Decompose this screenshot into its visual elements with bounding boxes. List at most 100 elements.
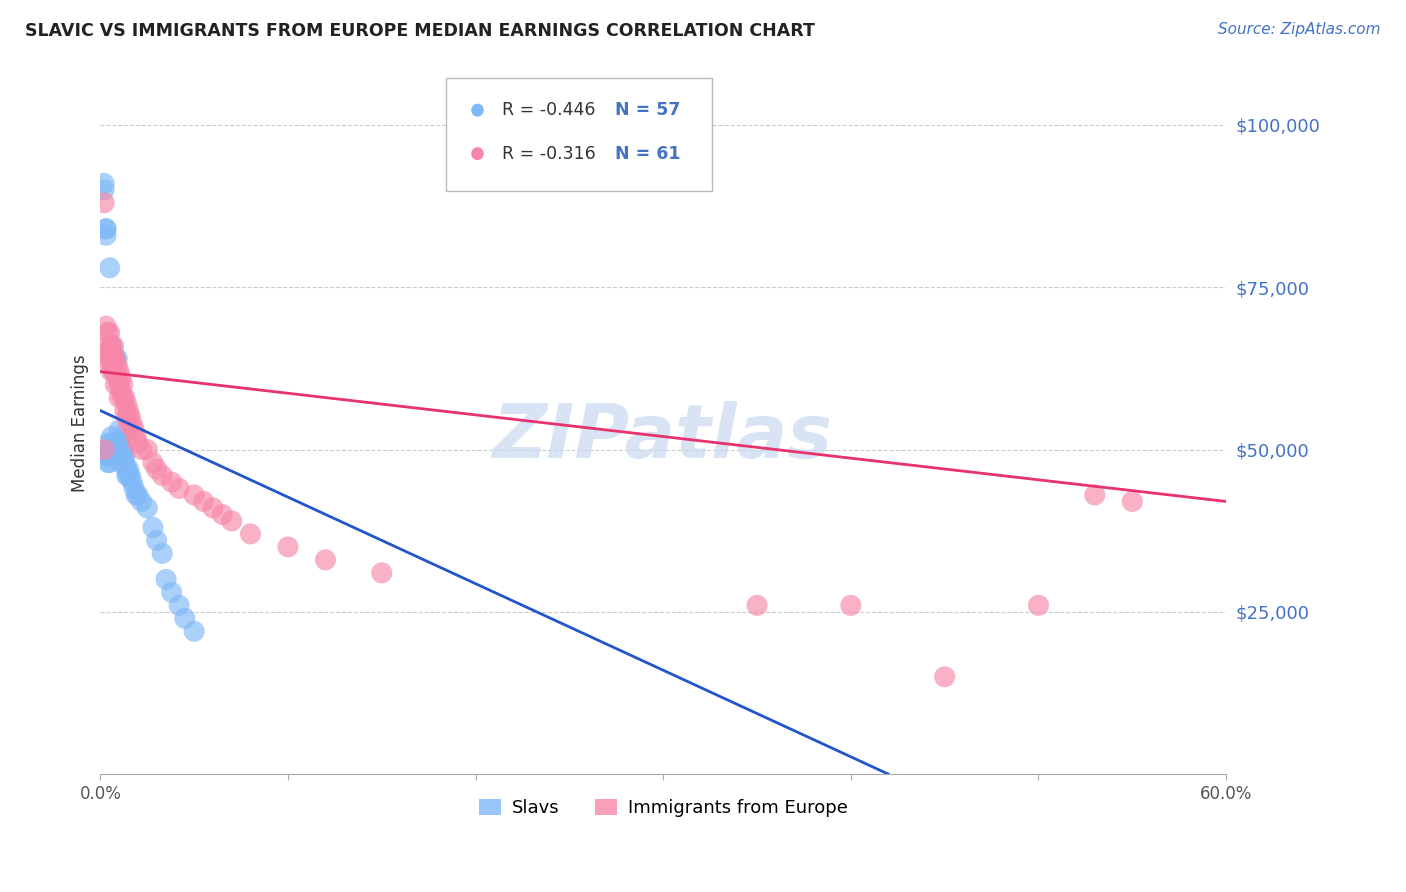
Point — [120, 410, 142, 425]
Point — [160, 585, 183, 599]
Point — [94, 319, 117, 334]
Point — [104, 377, 127, 392]
Point — [103, 345, 125, 359]
Point — [97, 351, 120, 366]
Point — [934, 670, 956, 684]
Point — [239, 527, 262, 541]
Point — [97, 326, 120, 340]
Point — [1028, 599, 1050, 613]
Point — [103, 442, 125, 457]
Point — [105, 436, 128, 450]
Point — [117, 468, 139, 483]
Point — [136, 500, 159, 515]
Text: Source: ZipAtlas.com: Source: ZipAtlas.com — [1218, 22, 1381, 37]
Point — [111, 442, 134, 457]
Point — [114, 449, 136, 463]
Point — [94, 228, 117, 243]
Point — [104, 449, 127, 463]
Point — [150, 546, 173, 560]
Point — [93, 442, 115, 457]
Point — [117, 417, 139, 431]
Point — [173, 611, 195, 625]
Point — [110, 429, 132, 443]
Point — [131, 494, 153, 508]
Point — [103, 358, 125, 372]
Point — [100, 338, 122, 352]
Point — [121, 475, 143, 489]
Point — [98, 456, 121, 470]
Point — [121, 417, 143, 431]
Point — [98, 442, 121, 457]
Point — [108, 391, 131, 405]
Text: R = -0.316: R = -0.316 — [502, 145, 596, 162]
Point — [839, 599, 862, 613]
Point — [155, 573, 177, 587]
Point — [98, 358, 121, 372]
Point — [103, 351, 125, 366]
Text: N = 61: N = 61 — [614, 145, 681, 162]
Point — [111, 377, 134, 392]
Point — [98, 260, 121, 275]
Point — [115, 410, 138, 425]
Point — [94, 345, 117, 359]
Point — [97, 338, 120, 352]
Point — [105, 358, 128, 372]
Point — [110, 442, 132, 457]
Point — [150, 468, 173, 483]
Point — [103, 436, 125, 450]
Point — [103, 365, 125, 379]
Point — [108, 436, 131, 450]
Ellipse shape — [472, 148, 484, 160]
Point — [100, 365, 122, 379]
Point — [98, 345, 121, 359]
Point — [160, 475, 183, 489]
Point — [114, 391, 136, 405]
Point — [315, 553, 337, 567]
Point — [1121, 494, 1143, 508]
Point — [108, 377, 131, 392]
Point — [108, 449, 131, 463]
Point — [104, 365, 127, 379]
Point — [125, 429, 148, 443]
Legend: Slavs, Immigrants from Europe: Slavs, Immigrants from Europe — [471, 792, 855, 825]
Point — [745, 599, 768, 613]
Text: SLAVIC VS IMMIGRANTS FROM EUROPE MEDIAN EARNINGS CORRELATION CHART: SLAVIC VS IMMIGRANTS FROM EUROPE MEDIAN … — [25, 22, 815, 40]
Point — [371, 566, 394, 580]
Point — [167, 482, 190, 496]
Point — [110, 371, 132, 385]
Point — [100, 338, 122, 352]
Point — [94, 221, 117, 235]
Text: R = -0.446: R = -0.446 — [502, 101, 596, 120]
Point — [1084, 488, 1107, 502]
Point — [111, 449, 134, 463]
Point — [145, 533, 167, 548]
Point — [183, 488, 205, 502]
Point — [131, 442, 153, 457]
Point — [97, 456, 120, 470]
Point — [93, 183, 115, 197]
Point — [142, 520, 165, 534]
Point — [100, 429, 122, 443]
Point — [115, 462, 138, 476]
Point — [122, 482, 145, 496]
Point — [104, 351, 127, 366]
Point — [98, 449, 121, 463]
Point — [145, 462, 167, 476]
Point — [114, 403, 136, 417]
Point — [127, 436, 149, 450]
Point — [100, 351, 122, 366]
Point — [125, 488, 148, 502]
Point — [103, 338, 125, 352]
Point — [110, 384, 132, 398]
Point — [110, 456, 132, 470]
Point — [277, 540, 299, 554]
Point — [104, 351, 127, 366]
Point — [122, 423, 145, 437]
Point — [111, 391, 134, 405]
Point — [93, 177, 115, 191]
Point — [94, 221, 117, 235]
Point — [193, 494, 215, 508]
Point — [221, 514, 243, 528]
Point — [115, 468, 138, 483]
Point — [97, 436, 120, 450]
